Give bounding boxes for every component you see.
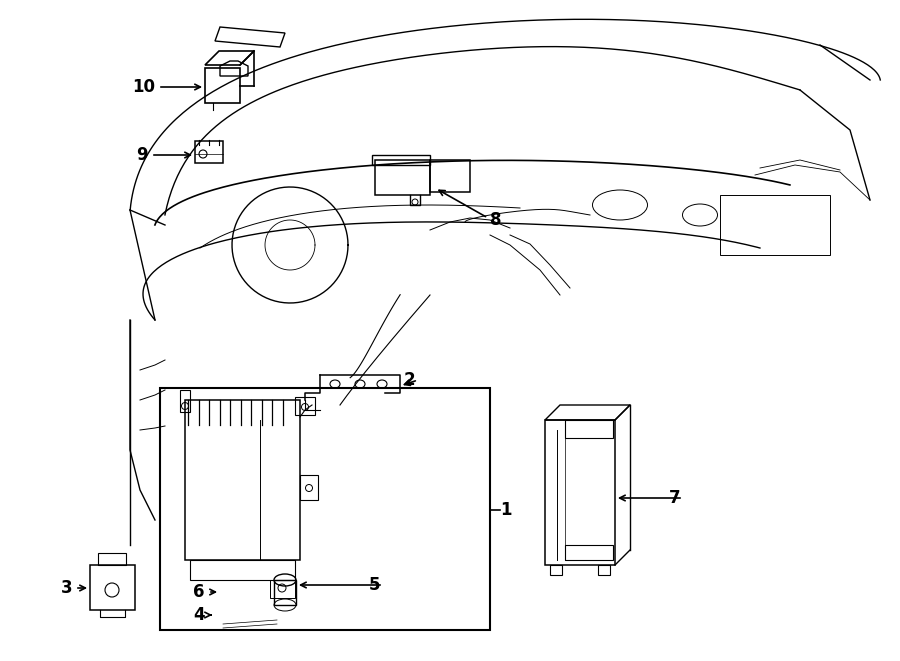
Bar (195, 141, 223, 163)
Bar (180, 390, 190, 412)
Bar (90, 565, 135, 610)
Text: 6: 6 (194, 583, 205, 601)
Bar (160, 388, 490, 630)
Bar (372, 155, 430, 165)
Bar (300, 475, 318, 500)
Text: 10: 10 (132, 78, 155, 96)
Text: 5: 5 (368, 576, 380, 594)
Bar (185, 400, 300, 560)
Text: 7: 7 (669, 489, 680, 507)
Bar (270, 580, 295, 598)
Bar (190, 560, 295, 580)
Text: 3: 3 (60, 579, 72, 597)
Bar (98, 553, 126, 565)
Bar (430, 160, 470, 192)
Bar (205, 68, 240, 103)
Text: 1: 1 (500, 501, 511, 519)
Bar (274, 580, 296, 605)
Text: 9: 9 (137, 146, 148, 164)
Bar (565, 545, 613, 560)
Text: 4: 4 (194, 606, 205, 624)
Text: 8: 8 (490, 211, 501, 229)
Text: 2: 2 (403, 371, 415, 389)
Bar (375, 160, 430, 195)
Bar (295, 397, 315, 415)
Bar (598, 565, 610, 575)
Bar (550, 565, 562, 575)
Bar (720, 195, 830, 255)
Bar (565, 420, 613, 438)
Bar (545, 420, 615, 565)
